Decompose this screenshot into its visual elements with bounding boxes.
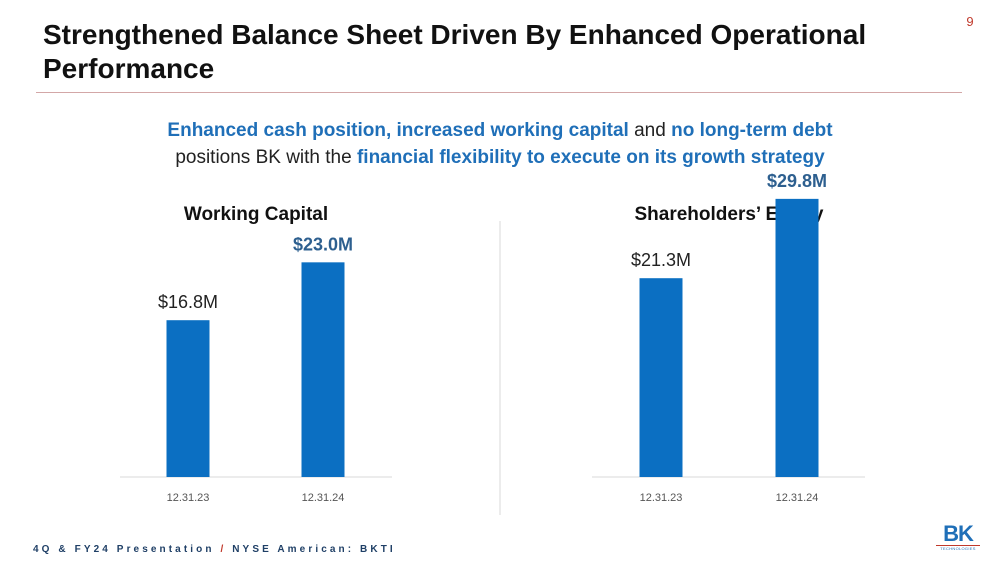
logo-mark: BK [943, 521, 974, 546]
subtitle-text-positions: positions BK with the [175, 147, 357, 168]
chart1-bar-1 [166, 320, 210, 477]
slide-title: Strengthened Balance Sheet Driven By Enh… [43, 19, 867, 84]
subtitle-highlight-debt: no long-term debt [671, 120, 833, 141]
footer: 4Q & FY24 Presentation / NYSE American: … [33, 544, 396, 555]
footer-separator: / [220, 544, 227, 555]
charts-area: Working Capital $16.8M 12.31.23 $23.0M 12.31… [120, 171, 865, 515]
bk-logo: BK TECHNOLOGIES [936, 523, 980, 553]
chart1-data-label-2: $23.0M [293, 234, 353, 254]
title-divider [36, 92, 962, 93]
chart2-tick-label-2: 12.31.24 [776, 492, 819, 504]
chart1-title: Working Capital [184, 204, 328, 225]
chart2-data-label-1: $21.3M [631, 250, 691, 270]
subtitle-highlight-flexibility: financial flexibility to execute on its … [356, 147, 825, 168]
footer-exchange: NYSE American: BKTI [226, 544, 396, 555]
footer-presentation: 4Q & FY24 Presentation [33, 544, 221, 555]
chart1-tick-label-2: 12.31.24 [302, 492, 345, 504]
chart1-bar-2 [301, 262, 345, 477]
chart1-tick-label-1: 12.31.23 [167, 492, 210, 504]
chart2-tick-label-1: 12.31.23 [640, 492, 683, 504]
logo-subtext: TECHNOLOGIES [936, 545, 980, 552]
subtitle: Enhanced cash position, increased workin… [100, 117, 900, 171]
chart2-bar-1 [639, 278, 683, 477]
chart2-data-label-2: $29.8M [767, 171, 827, 191]
subtitle-highlight-cash: Enhanced cash position, increased workin… [167, 120, 629, 141]
page-number: 9 [966, 14, 974, 29]
subtitle-text-and: and [628, 120, 672, 141]
chart2-bar-2 [775, 198, 819, 477]
chart1-data-label-1: $16.8M [158, 292, 218, 312]
